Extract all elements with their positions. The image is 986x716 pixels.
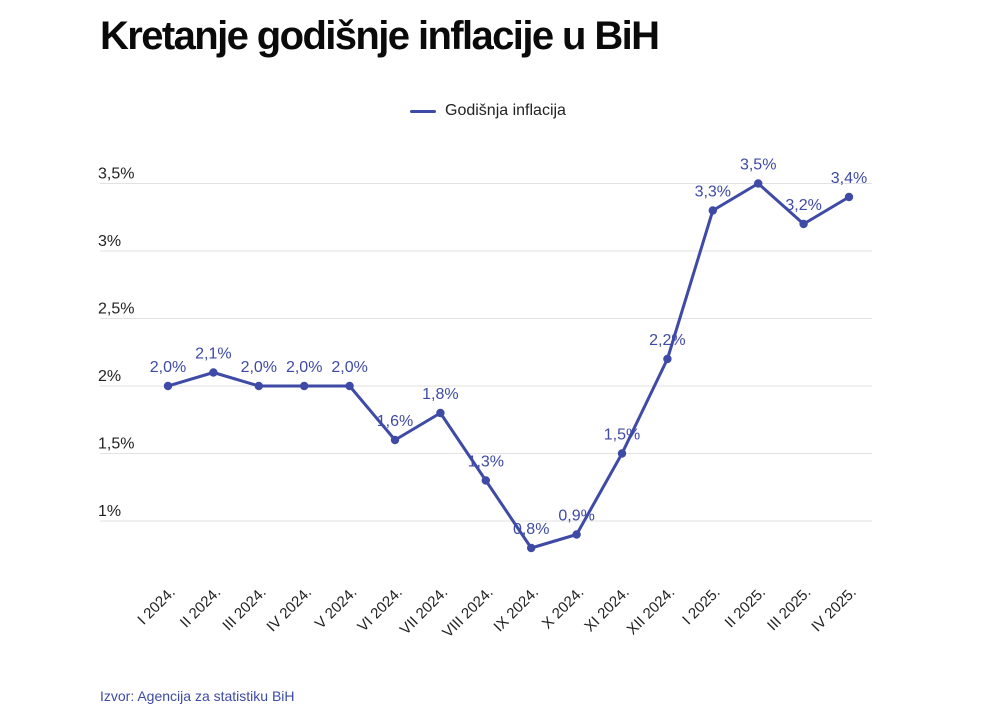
data-label: 2,2% bbox=[649, 332, 685, 349]
data-label: 3,5% bbox=[740, 157, 776, 174]
series-layer bbox=[166, 182, 851, 550]
data-label: 1,3% bbox=[468, 454, 504, 471]
data-label: 3,2% bbox=[785, 197, 821, 214]
x-tick-label: III 2025. bbox=[764, 584, 814, 634]
data-label: 2,0% bbox=[331, 359, 367, 376]
data-point bbox=[345, 381, 354, 391]
data-point bbox=[481, 476, 490, 485]
x-tick-label: I 2025. bbox=[679, 584, 723, 628]
y-tick-label: 2% bbox=[98, 368, 121, 385]
data-label: 3,3% bbox=[695, 184, 731, 201]
x-tick-label: V 2024. bbox=[312, 584, 361, 633]
legend-line-swatch bbox=[410, 109, 436, 113]
data-point bbox=[209, 368, 218, 377]
y-tick-label: 1% bbox=[98, 503, 121, 520]
data-points bbox=[163, 179, 854, 553]
source-note: Izvor: Agencija za statistiku BiH bbox=[100, 688, 295, 704]
data-point bbox=[799, 219, 808, 229]
x-tick-label: IV 2025. bbox=[808, 584, 860, 636]
page-title: Kretanje godišnje inflacije u BiH bbox=[100, 14, 660, 58]
data-label: 2,1% bbox=[195, 346, 231, 363]
data-labels: 2,0% 2,1% 2,0% 2,0% 2,0% 1,6% 1,8% 1,3% 0,8% 0,9%… bbox=[150, 157, 867, 539]
y-tick-label: 3,5% bbox=[98, 166, 134, 183]
x-tick-label: IV 2024. bbox=[263, 584, 315, 636]
data-point bbox=[663, 354, 672, 364]
data-point bbox=[254, 381, 263, 391]
y-axis-ticks: 1% 1,5% 2% 2,5% 3% 3,5% bbox=[98, 166, 134, 521]
data-point bbox=[527, 543, 536, 553]
data-point bbox=[390, 435, 400, 445]
data-point bbox=[844, 192, 854, 202]
data-point bbox=[436, 408, 445, 418]
data-point bbox=[572, 530, 581, 539]
data-point bbox=[754, 179, 763, 188]
legend-label: Godišnja inflacija bbox=[445, 102, 566, 119]
data-label: 2,0% bbox=[150, 359, 186, 376]
data-point bbox=[617, 449, 627, 458]
legend: Godišnja inflacija bbox=[410, 102, 566, 120]
y-tick-label: 2,5% bbox=[98, 301, 134, 318]
x-tick-label: II 2025. bbox=[722, 584, 769, 631]
x-tick-label: II 2024. bbox=[177, 584, 224, 631]
data-label: 2,0% bbox=[286, 359, 322, 376]
x-tick-label: I 2024. bbox=[134, 584, 178, 628]
data-label: 0,9% bbox=[558, 508, 594, 525]
data-label: 1,6% bbox=[377, 413, 413, 430]
data-point bbox=[163, 381, 173, 391]
y-tick-label: 1,5% bbox=[98, 436, 134, 453]
data-label: 3,4% bbox=[831, 170, 867, 187]
grid-lines bbox=[100, 183, 872, 522]
data-label: 1,8% bbox=[422, 386, 458, 403]
data-point bbox=[300, 381, 309, 391]
data-label: 1,5% bbox=[604, 427, 640, 444]
x-axis-ticks: I 2024.II 2024.III 2024.IV 2024.V 2024.V… bbox=[134, 584, 859, 641]
data-point bbox=[708, 206, 717, 215]
y-tick-label: 3% bbox=[98, 233, 121, 250]
x-tick-label: X 2024. bbox=[539, 584, 588, 633]
x-tick-label: XII 2024. bbox=[624, 584, 678, 638]
data-label: 0,8% bbox=[513, 521, 549, 538]
data-label: 2,0% bbox=[241, 359, 277, 376]
series-line bbox=[166, 182, 851, 550]
x-tick-label: III 2024. bbox=[219, 584, 269, 634]
x-tick-label: IX 2024. bbox=[490, 584, 542, 636]
